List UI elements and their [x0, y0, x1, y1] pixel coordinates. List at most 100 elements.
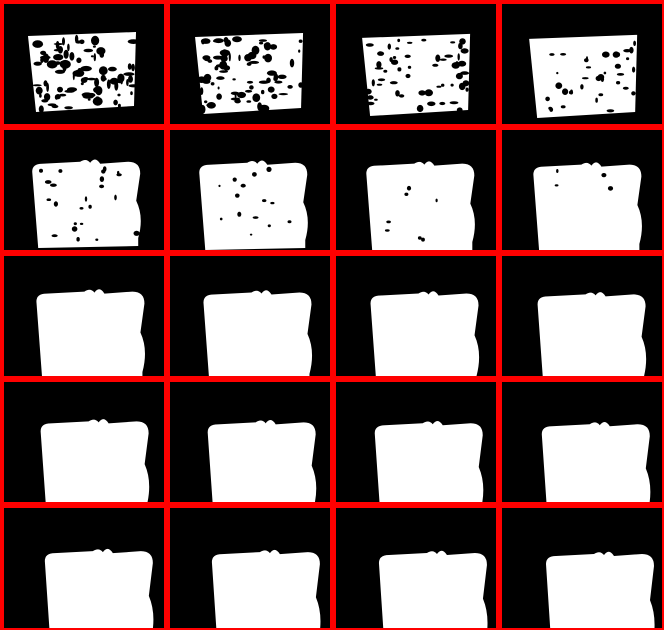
- mask-hole: [76, 237, 80, 242]
- mask-hole: [204, 100, 208, 104]
- mask-hole: [50, 183, 57, 187]
- mask-canvas: [170, 4, 330, 124]
- mask-hole: [460, 48, 469, 54]
- mask-hole: [391, 59, 399, 65]
- mask-hole: [53, 201, 59, 207]
- mask-hole: [441, 83, 445, 87]
- mask-hole: [51, 234, 58, 238]
- mask-hole: [79, 39, 85, 45]
- mask-hole: [602, 51, 610, 58]
- mask-hole: [214, 66, 219, 71]
- mask-hole: [427, 101, 436, 107]
- mask-hole: [395, 90, 400, 97]
- mask-hole: [444, 54, 454, 58]
- mask-hole: [248, 60, 260, 64]
- mask-hole: [404, 192, 409, 196]
- mask-hole: [57, 46, 64, 54]
- mask-hole: [246, 100, 252, 103]
- mask-hole: [383, 69, 388, 73]
- mask-hole: [237, 211, 242, 217]
- mask-hole: [416, 104, 424, 113]
- mask-hole: [79, 207, 84, 210]
- mask-blob: [36, 289, 145, 376]
- mask-hole: [298, 49, 301, 53]
- mask-hole: [219, 217, 223, 221]
- mask-hole: [386, 220, 391, 224]
- mask-hole: [580, 84, 584, 90]
- mask-hole: [232, 36, 242, 43]
- mask-hole: [240, 183, 246, 188]
- mask-hole: [202, 55, 211, 61]
- mask-frame-r3-c3: [336, 256, 496, 376]
- mask-hole: [216, 76, 225, 80]
- mask-hole: [80, 82, 84, 86]
- mask-hole: [435, 198, 438, 203]
- mask-hole: [612, 51, 620, 58]
- mask-hole: [616, 81, 621, 85]
- mask-hole: [219, 70, 228, 73]
- mask-hole: [371, 79, 375, 87]
- mask-hole: [421, 38, 427, 42]
- mask-hole: [71, 226, 78, 232]
- mask-hole: [39, 168, 43, 173]
- mask-hole: [64, 106, 73, 110]
- mask-hole: [273, 73, 279, 82]
- mask-hole: [246, 80, 254, 84]
- mask-blob: [529, 34, 638, 119]
- mask-hole: [88, 204, 92, 209]
- mask-frame-r1-c3: [336, 4, 496, 124]
- mask-hole: [40, 50, 47, 56]
- mask-canvas: [502, 130, 662, 250]
- mask-blob: [207, 420, 317, 502]
- mask-hole: [421, 237, 425, 242]
- mask-hole: [35, 86, 43, 95]
- mask-canvas: [502, 508, 662, 628]
- mask-hole: [397, 67, 402, 72]
- mask-blob: [370, 291, 480, 376]
- mask-hole: [562, 88, 569, 95]
- mask-blob: [362, 33, 471, 116]
- mask-hole: [223, 65, 231, 71]
- mask-hole: [460, 71, 470, 75]
- mask-hole: [458, 82, 466, 91]
- mask-hole: [246, 62, 252, 66]
- mask-hole: [549, 53, 555, 56]
- mask-canvas: [4, 508, 164, 628]
- mask-hole: [389, 81, 398, 85]
- mask-hole: [406, 41, 413, 44]
- mask-frame-r3-c1: [4, 256, 164, 376]
- mask-hole: [33, 61, 42, 66]
- mask-frame-r3-c2: [170, 256, 330, 376]
- mask-hole: [585, 66, 592, 69]
- mask-hole: [556, 169, 559, 173]
- mask-hole: [632, 66, 636, 73]
- mask-hole: [364, 88, 372, 95]
- mask-hole: [555, 82, 563, 89]
- mask-hole: [261, 89, 265, 95]
- mask-hole: [57, 86, 63, 93]
- mask-hole: [269, 44, 278, 50]
- mask-hole: [406, 185, 412, 191]
- mask-hole: [249, 85, 254, 90]
- mask-hole: [117, 103, 121, 108]
- mask-hole: [46, 198, 52, 201]
- mask-hole: [94, 77, 100, 88]
- mask-hole: [387, 43, 391, 50]
- mask-canvas: [4, 130, 164, 250]
- mask-hole: [377, 78, 386, 82]
- mask-hole: [424, 89, 433, 97]
- mask-hole: [404, 54, 411, 58]
- mask-hole: [99, 52, 105, 58]
- mask-hole: [465, 87, 469, 92]
- mask-hole: [127, 39, 140, 44]
- mask-hole: [439, 101, 446, 106]
- mask-hole: [92, 45, 96, 48]
- mask-hole: [270, 201, 275, 205]
- mask-hole: [287, 220, 292, 224]
- mask-hole: [405, 73, 411, 79]
- mask-hole: [457, 60, 467, 67]
- mask-hole: [560, 105, 566, 109]
- mask-hole: [278, 93, 289, 96]
- mask-hole: [418, 90, 426, 96]
